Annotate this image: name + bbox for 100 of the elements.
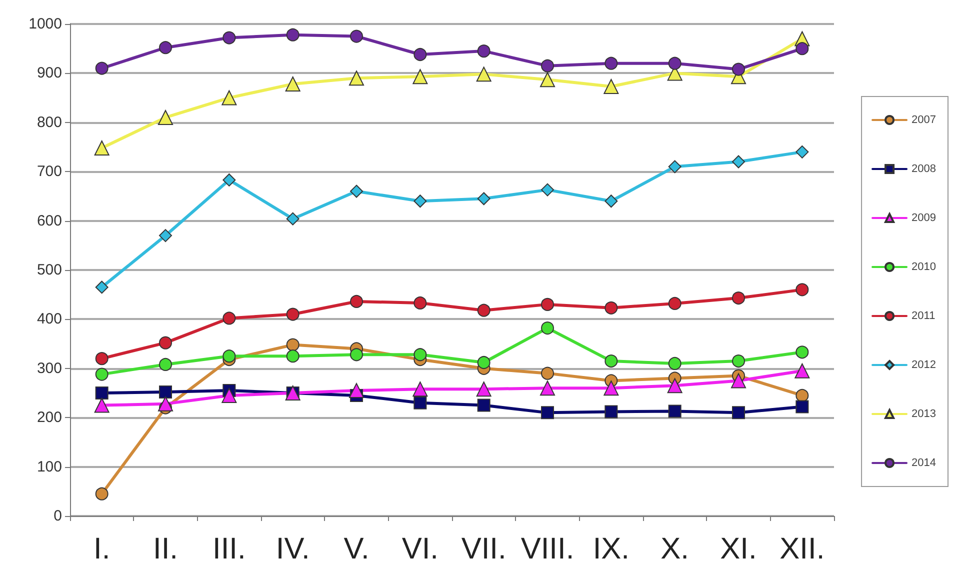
x-tick-label: XII. (780, 532, 825, 566)
point (477, 44, 490, 58)
y-tick-label: 900 (36, 64, 62, 82)
point (286, 28, 300, 42)
point (732, 62, 745, 76)
legend-label: 2009 (912, 212, 936, 224)
point (95, 386, 108, 400)
point (541, 366, 554, 380)
point (159, 41, 172, 54)
x-tick-label: IV. (276, 532, 310, 566)
point (796, 388, 809, 402)
x-tick-label: X. (660, 532, 690, 566)
point (222, 388, 237, 403)
point (604, 194, 618, 208)
point (796, 400, 809, 414)
point (668, 56, 682, 70)
point (222, 312, 236, 325)
point (350, 30, 363, 43)
point (222, 31, 236, 44)
point (159, 229, 172, 242)
point (540, 72, 555, 88)
point (222, 173, 236, 186)
point (668, 356, 682, 370)
point (477, 192, 490, 206)
y-tick-label: 600 (36, 212, 62, 230)
point (349, 70, 364, 86)
legend-label: 2012 (912, 359, 936, 371)
point (667, 378, 682, 394)
point (540, 380, 555, 396)
y-tick-label: 1000 (28, 16, 62, 32)
y-tick-label: 100 (36, 458, 62, 476)
y-tick-label: 200 (36, 409, 62, 426)
point (796, 42, 809, 56)
point (731, 373, 746, 388)
point (796, 145, 809, 158)
point (604, 56, 618, 70)
point (668, 296, 682, 310)
y-tick-label: 0 (54, 508, 62, 524)
point (412, 382, 428, 397)
point (732, 292, 745, 305)
point (95, 352, 108, 366)
legend-label: 2013 (912, 408, 936, 420)
legend-label: 2011 (912, 310, 936, 322)
x-tick-label: VIII. (520, 532, 574, 566)
point (95, 62, 108, 75)
point (604, 78, 619, 94)
point (159, 358, 172, 371)
point (95, 280, 108, 294)
point (477, 398, 490, 412)
y-tick-label: 400 (36, 310, 62, 328)
x-tick-label: III. (212, 532, 246, 566)
point (414, 396, 427, 410)
legend-label: 2008 (912, 163, 936, 175)
point (159, 336, 172, 350)
x-tick-label: II. (152, 532, 178, 566)
point (414, 48, 427, 61)
legend-label: 2010 (912, 261, 936, 273)
point (541, 183, 554, 196)
point (158, 396, 173, 412)
y-tick-label: 300 (36, 360, 62, 377)
point (732, 354, 745, 368)
point (222, 90, 237, 106)
point (95, 487, 108, 500)
point (732, 155, 745, 168)
point (477, 356, 490, 369)
x-tick-label: VI. (402, 532, 439, 566)
point (476, 66, 492, 82)
point (476, 382, 492, 397)
legend-label: 2007 (912, 114, 936, 126)
point (159, 386, 172, 399)
point (794, 363, 810, 378)
point (604, 405, 618, 418)
x-tick-label: V. (344, 532, 370, 566)
point (94, 140, 110, 156)
x-tick-label: IX. (592, 532, 630, 566)
y-tick-label: 800 (36, 114, 62, 131)
point (604, 301, 618, 314)
point (732, 406, 745, 420)
point (349, 383, 364, 398)
x-tick-label: I. (93, 532, 110, 566)
point (477, 304, 490, 317)
point (414, 348, 427, 362)
point (604, 380, 619, 396)
point (94, 398, 110, 413)
point (286, 308, 300, 321)
point (286, 350, 300, 363)
x-tick-label: XI. (720, 532, 757, 566)
point (668, 404, 682, 418)
point (796, 283, 809, 296)
point (541, 322, 554, 335)
point (350, 184, 363, 198)
legend-label: 2014 (912, 457, 936, 469)
point (412, 69, 428, 84)
point (286, 338, 300, 352)
point (286, 212, 300, 226)
point (414, 296, 427, 310)
point (668, 160, 682, 174)
y-tick-label: 700 (36, 163, 62, 180)
point (95, 368, 108, 381)
point (414, 194, 427, 208)
